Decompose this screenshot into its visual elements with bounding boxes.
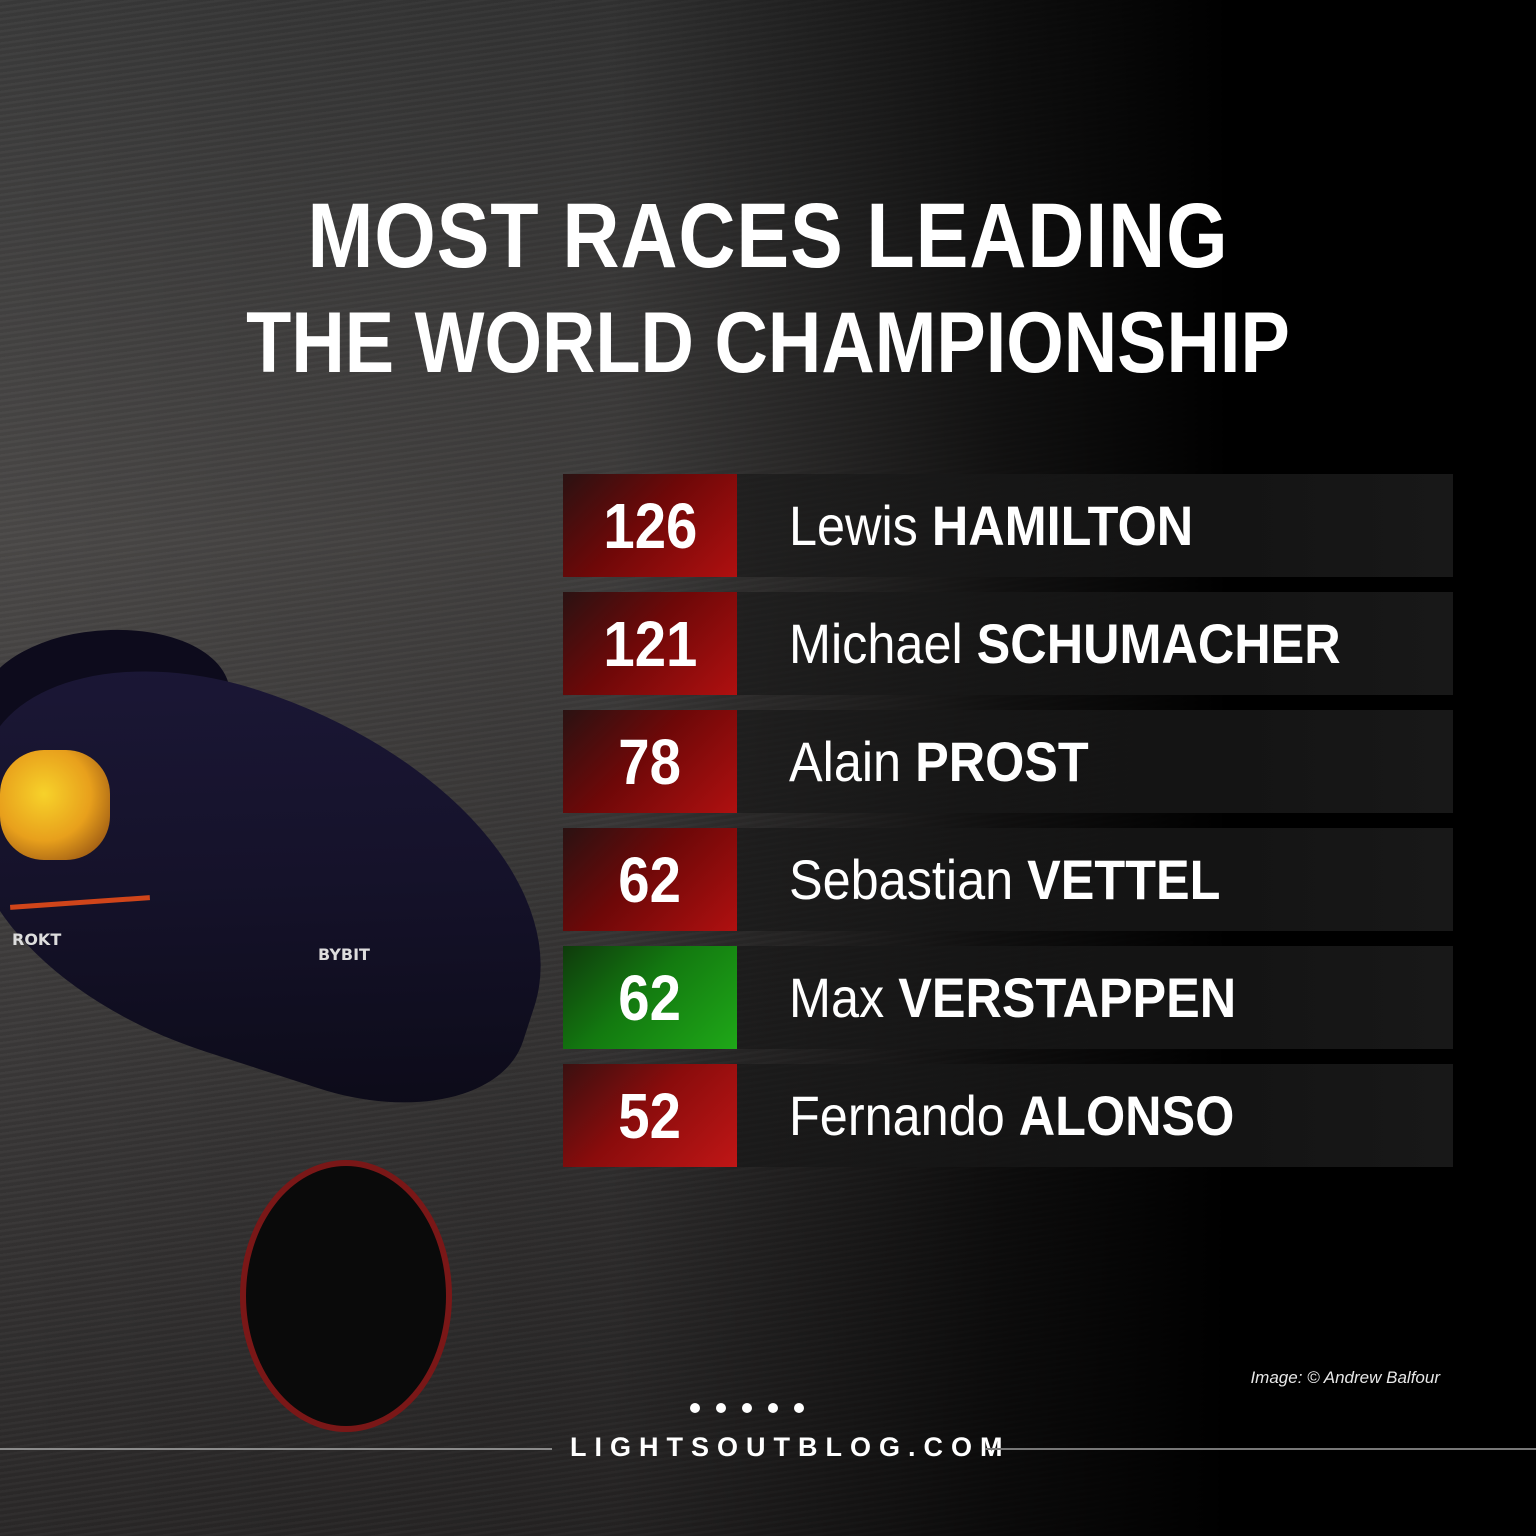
sponsor-logo-bybit: BYBIT <box>318 945 370 964</box>
site-url[interactable]: LIGHTSOUTBLOG.COM <box>570 1432 1011 1462</box>
dot-icon <box>690 1403 700 1413</box>
table-row: 62 Sebastian VETTEL <box>563 828 1453 931</box>
footer-divider-right <box>985 1448 1536 1450</box>
page-title: MOST RACES LEADING THE WORLD CHAMPIONSHI… <box>108 190 1429 386</box>
car-photo: ROKT BYBIT <box>0 600 620 1432</box>
table-row: 126 Lewis HAMILTON <box>563 474 1453 577</box>
value-box: 52 <box>563 1064 737 1167</box>
table-row: 78 Alain PROST <box>563 710 1453 813</box>
driver-name: Lewis HAMILTON <box>737 474 1453 577</box>
value-box: 126 <box>563 474 737 577</box>
car-body <box>0 616 601 1144</box>
dot-icon <box>768 1403 778 1413</box>
driver-name: Fernando ALONSO <box>737 1064 1453 1167</box>
sponsor-logo-rokt: ROKT <box>12 930 62 949</box>
table-row-highlight: 62 Max VERSTAPPEN <box>563 946 1453 1049</box>
table-row: 52 Fernando ALONSO <box>563 1064 1453 1167</box>
footer-divider-left <box>0 1448 552 1450</box>
dot-icon <box>794 1403 804 1413</box>
table-row: 121 Michael SCHUMACHER <box>563 592 1453 695</box>
value-box: 62 <box>563 828 737 931</box>
driver-name: Sebastian VETTEL <box>737 828 1453 931</box>
image-credit: Image: © Andrew Balfour <box>1250 1368 1440 1387</box>
driver-helmet <box>0 750 110 860</box>
title-line-1: MOST RACES LEADING <box>307 185 1229 287</box>
value-box: 78 <box>563 710 737 813</box>
car-tyre <box>240 1160 452 1432</box>
decorative-dots <box>690 1403 804 1413</box>
value-box-highlight: 62 <box>563 946 737 1049</box>
dot-icon <box>742 1403 752 1413</box>
driver-name: Max VERSTAPPEN <box>737 946 1453 1049</box>
driver-name: Michael SCHUMACHER <box>737 592 1453 695</box>
value-box: 121 <box>563 592 737 695</box>
ranking-table: 126 Lewis HAMILTON 121 Michael SCHUMACHE… <box>563 474 1453 1182</box>
title-line-2: THE WORLD CHAMPIONSHIP <box>246 295 1290 391</box>
dot-icon <box>716 1403 726 1413</box>
driver-name: Alain PROST <box>737 710 1453 813</box>
